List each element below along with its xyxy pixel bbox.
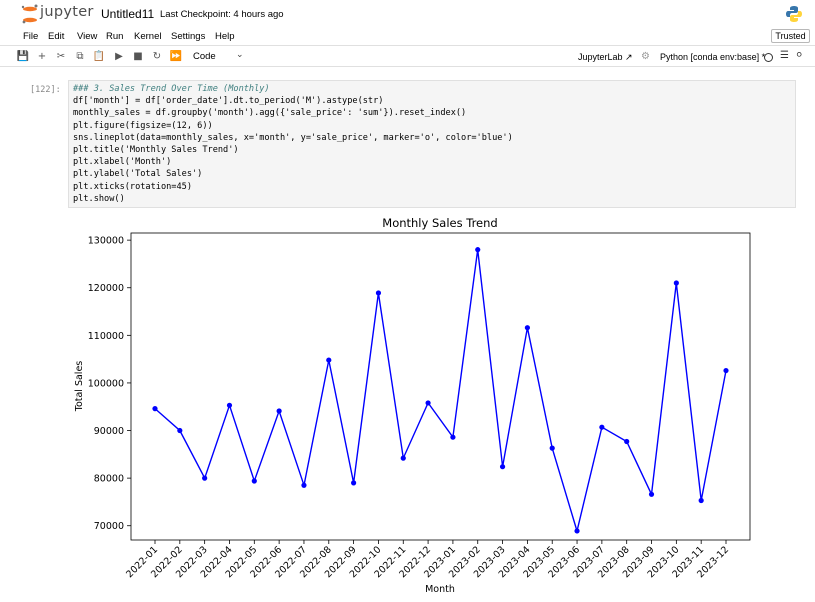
code-line: plt.xlabel('Month') bbox=[73, 157, 172, 167]
menu-settings[interactable]: Settings bbox=[171, 31, 206, 42]
data-point bbox=[326, 357, 332, 363]
data-point bbox=[400, 455, 406, 461]
last-checkpoint-text: Last Checkpoint: 4 hours ago bbox=[160, 9, 284, 20]
python-logo-icon bbox=[786, 6, 802, 22]
code-line: plt.ylabel('Total Sales') bbox=[73, 169, 203, 179]
cut-icon[interactable]: ✂ bbox=[56, 51, 66, 62]
kernel-status-icon bbox=[764, 53, 773, 62]
menu-bar: File Edit View Run Kernel Settings Help bbox=[0, 28, 815, 46]
y-tick-label: 70000 bbox=[94, 521, 124, 532]
data-point bbox=[152, 406, 158, 412]
chevron-down-icon[interactable]: ⌄ bbox=[236, 50, 244, 60]
restart-run-all-icon[interactable]: ⏩ bbox=[169, 51, 183, 62]
data-point bbox=[177, 427, 183, 434]
save-icon[interactable]: 💾 bbox=[16, 51, 30, 62]
data-point bbox=[301, 482, 307, 488]
menu-edit[interactable]: Edit bbox=[48, 31, 65, 42]
menu-help[interactable]: Help bbox=[215, 31, 235, 42]
data-point bbox=[723, 367, 729, 374]
code-line: plt.show() bbox=[73, 194, 125, 204]
cell-prompt: [122]: bbox=[30, 85, 61, 95]
code-line: ### 3. Sales Trend Over Time (Monthly) bbox=[73, 84, 270, 94]
code-line: plt.title('Monthly Sales Trend') bbox=[73, 145, 239, 155]
code-line: sns.lineplot(data=monthly_sales, x='mont… bbox=[73, 133, 513, 143]
kernel-name[interactable]: Python [conda env:base] * bbox=[660, 52, 766, 62]
series-line bbox=[154, 249, 727, 534]
menu-file[interactable]: File bbox=[23, 31, 39, 42]
code-line: plt.figure(figsize=(12, 6)) bbox=[73, 121, 213, 131]
data-point bbox=[524, 325, 530, 331]
series-points bbox=[152, 247, 729, 534]
data-point bbox=[425, 400, 431, 406]
data-point bbox=[648, 491, 655, 497]
debug-icon[interactable]: ⚪ bbox=[795, 50, 804, 61]
plot-area bbox=[130, 232, 751, 541]
y-tick-label: 90000 bbox=[94, 426, 124, 437]
data-point bbox=[202, 475, 208, 481]
y-axis-ticks: 70000 80000 90000 100000 110000 120000 130000 bbox=[88, 236, 131, 532]
data-point bbox=[673, 280, 679, 286]
cell-type-select[interactable]: Code bbox=[193, 51, 216, 62]
menu-view[interactable]: View bbox=[77, 31, 98, 42]
y-tick-label: 80000 bbox=[94, 474, 124, 485]
code-cell-input[interactable]: ### 3. Sales Trend Over Time (Monthly) d… bbox=[68, 80, 796, 208]
jupyterlab-label: JupyterLab bbox=[578, 52, 623, 62]
top-bar: jupyter Untitled11 Last Checkpoint: 4 ho… bbox=[0, 0, 815, 28]
code-line: monthly_sales = df.groupby('month').agg(… bbox=[73, 108, 467, 118]
code-line: df['month'] = df['order_date'].dt.to_per… bbox=[73, 96, 384, 106]
data-point bbox=[226, 402, 233, 408]
line-chart-output: Monthly Sales Trend Total Sales Month 70… bbox=[74, 216, 751, 595]
data-point bbox=[276, 408, 282, 414]
x-axis-ticks: 2022-012022-022022-032022-042022-052022-… bbox=[124, 540, 731, 580]
stop-icon[interactable]: ■ bbox=[133, 51, 143, 62]
data-point bbox=[698, 497, 704, 504]
y-axis-label: Total Sales bbox=[74, 361, 85, 413]
y-tick-label: 130000 bbox=[88, 236, 124, 247]
y-tick-label: 120000 bbox=[88, 283, 124, 294]
code-line: plt.xticks(rotation=45) bbox=[73, 182, 192, 192]
data-point bbox=[499, 464, 506, 470]
run-icon[interactable]: ▶ bbox=[115, 51, 123, 62]
x-axis-label: Month bbox=[425, 584, 455, 595]
data-point bbox=[375, 290, 382, 296]
open-in-jupyterlab-link[interactable]: JupyterLab ↗ bbox=[578, 52, 633, 62]
notebook-toolbar: 💾 + ✂ ⧉ 📋 ▶ ■ ↻ ⏩ Code ⌄ JupyterLab ↗ ⚙ … bbox=[0, 47, 815, 67]
data-point bbox=[351, 480, 357, 486]
jupyter-wordmark[interactable]: jupyter bbox=[40, 4, 94, 20]
y-tick-label: 110000 bbox=[88, 331, 124, 342]
menu-run[interactable]: Run bbox=[106, 31, 124, 42]
menu-kernel[interactable]: Kernel bbox=[134, 31, 162, 42]
trusted-badge[interactable]: Trusted bbox=[771, 29, 810, 43]
y-tick-label: 100000 bbox=[88, 378, 124, 389]
notebook-title[interactable]: Untitled11 bbox=[101, 7, 155, 21]
data-point bbox=[475, 247, 481, 253]
data-point bbox=[450, 434, 456, 440]
menu-icon[interactable]: ☰ bbox=[780, 50, 789, 61]
data-point bbox=[599, 424, 605, 430]
restart-icon[interactable]: ↻ bbox=[152, 51, 162, 62]
add-cell-icon[interactable]: + bbox=[37, 51, 47, 62]
data-point bbox=[549, 445, 555, 451]
data-point bbox=[251, 478, 257, 484]
paste-icon[interactable]: 📋 bbox=[92, 51, 106, 62]
jupyter-logo-icon[interactable] bbox=[20, 4, 100, 24]
chart-title: Monthly Sales Trend bbox=[382, 216, 497, 230]
data-point bbox=[624, 438, 630, 445]
data-point bbox=[574, 528, 580, 534]
copy-icon[interactable]: ⧉ bbox=[76, 51, 84, 62]
gear-icon[interactable]: ⚙ bbox=[641, 51, 650, 62]
